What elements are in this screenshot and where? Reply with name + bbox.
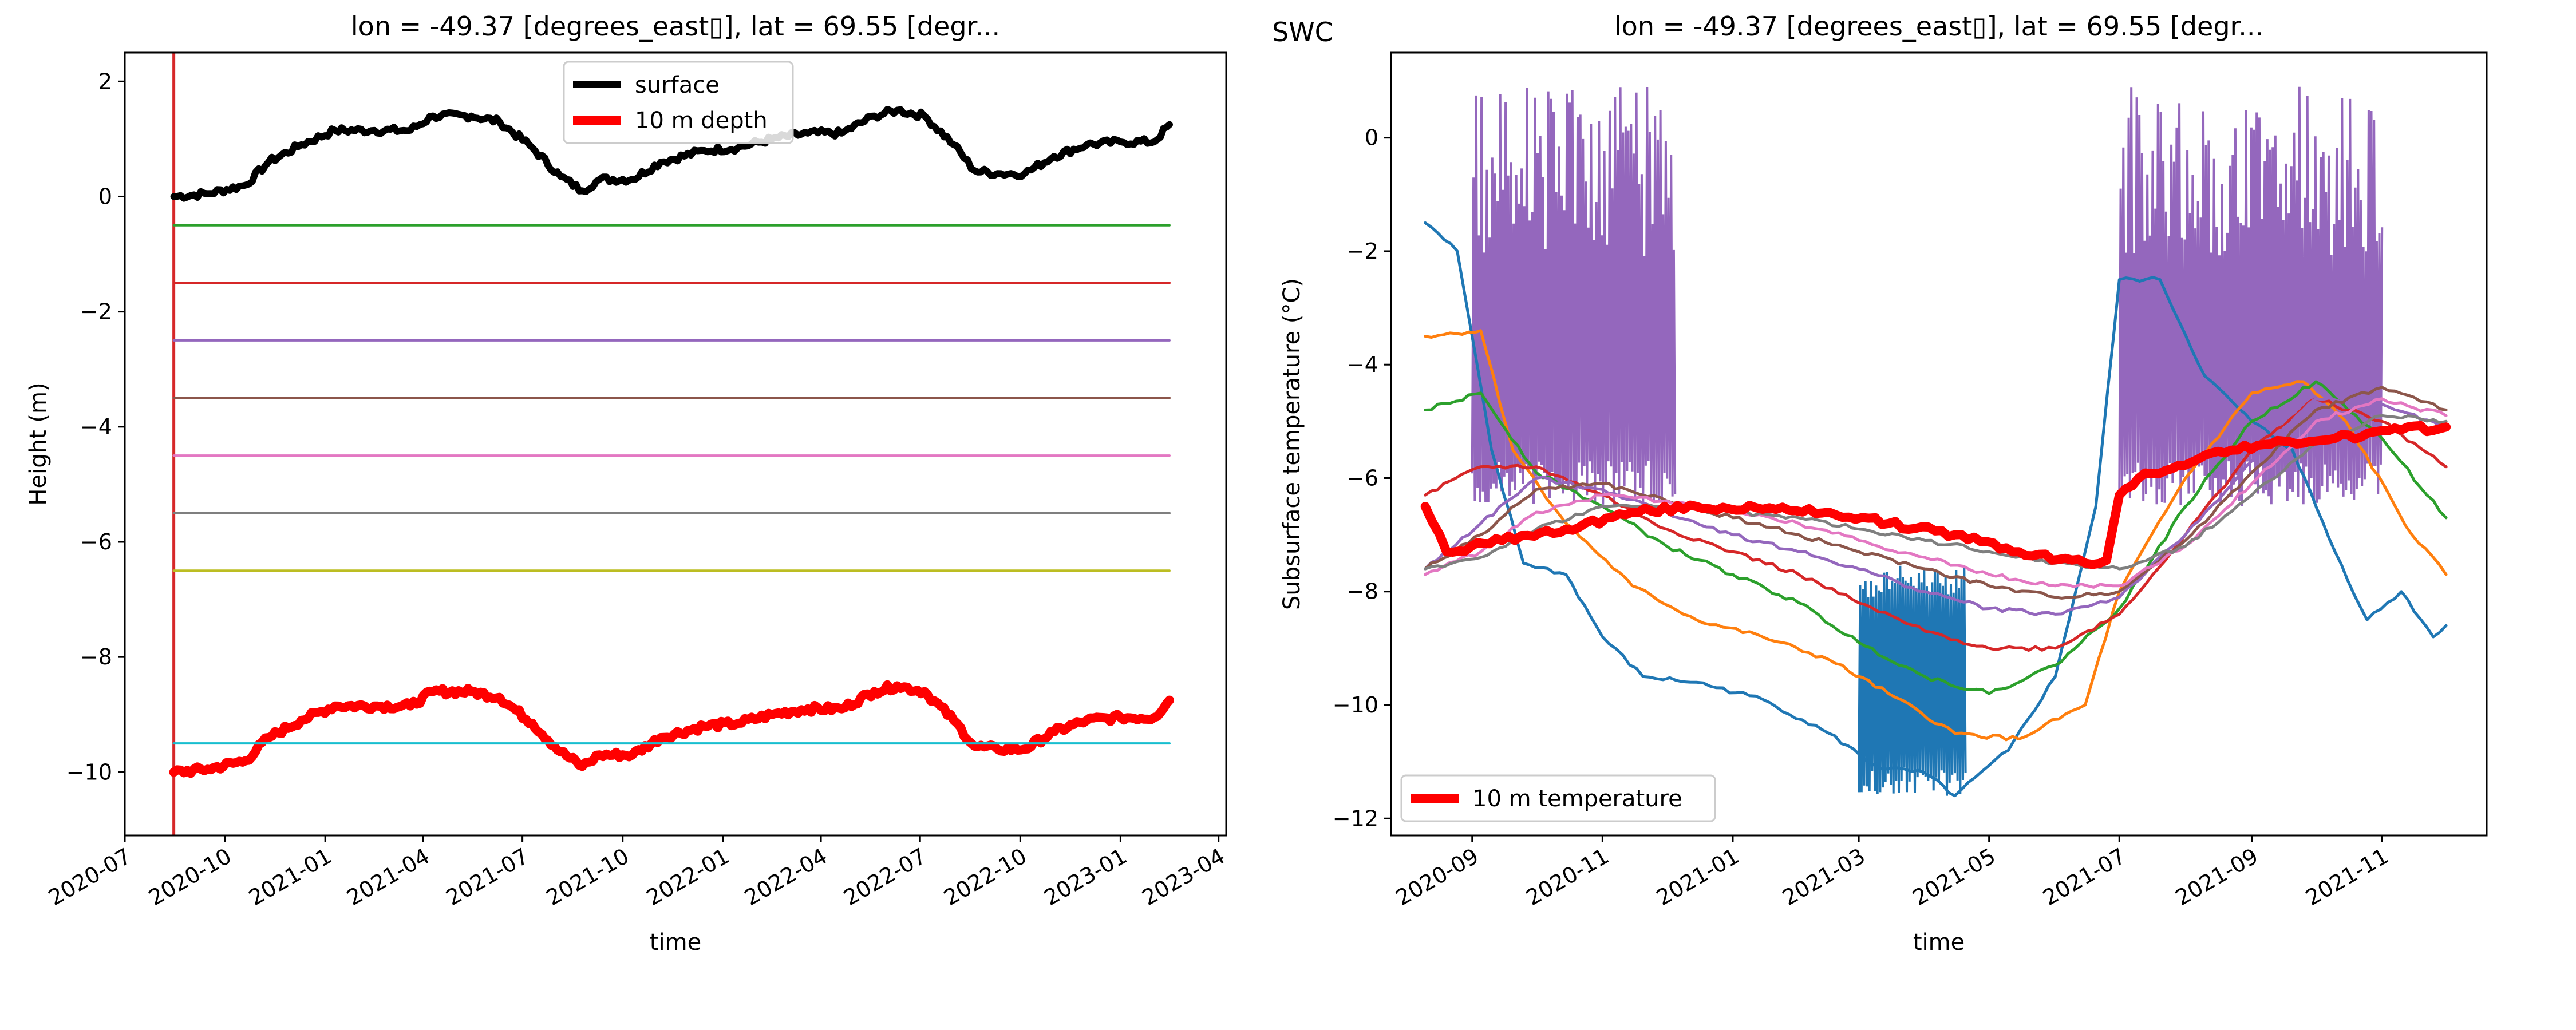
oscillation-band-1 — [2118, 86, 2384, 506]
y-tick-label: −2 — [80, 299, 112, 324]
y-axis-label: Height (m) — [25, 382, 52, 505]
series-line-1 — [1424, 329, 2448, 742]
plot-area — [1420, 86, 2451, 798]
series-line-5 — [1424, 386, 2448, 600]
y-tick-label: −8 — [1346, 579, 1378, 604]
y-tick-label: −4 — [1346, 352, 1378, 377]
y-tick-label: −6 — [80, 529, 112, 554]
y-tick-label: −10 — [1333, 692, 1378, 718]
series-line-6 — [1424, 397, 2448, 589]
legend-label: 10 m temperature — [1472, 786, 1682, 812]
series-line-0 — [170, 106, 1173, 202]
y-tick-label: 2 — [98, 69, 112, 94]
series-line-7 — [1424, 414, 2448, 571]
corner-label: SWC — [1272, 17, 1333, 47]
y-tick-label: −10 — [66, 759, 112, 785]
chart-title: lon = -49.37 [degrees_east▯], lat = 69.5… — [351, 11, 1000, 42]
chart-title: lon = -49.37 [degrees_east▯], lat = 69.5… — [1614, 11, 2263, 42]
plot-area — [169, 53, 1174, 835]
y-tick-label: 0 — [98, 184, 112, 209]
series-line-8 — [1420, 421, 2451, 569]
series-line-1 — [169, 680, 1174, 778]
y-tick-label: −6 — [1346, 465, 1378, 490]
legend-box — [1400, 774, 1716, 822]
y-axis-label: Subsurface temperature (°C) — [1279, 278, 1305, 610]
y-tick-label: −4 — [80, 414, 112, 439]
y-tick-label: 0 — [1365, 125, 1378, 150]
y-tick-label: −12 — [1333, 806, 1378, 831]
x-axis-label: time — [1913, 929, 1965, 956]
legend-label: 10 m depth — [635, 108, 768, 134]
y-tick-label: −2 — [1346, 239, 1378, 264]
axes-frame — [124, 52, 1227, 837]
x-axis-label: time — [650, 929, 701, 956]
y-tick-label: −8 — [80, 644, 112, 670]
series-line-3 — [1424, 397, 2448, 652]
legend-label: surface — [635, 72, 720, 98]
axes-frame — [1390, 52, 2488, 837]
